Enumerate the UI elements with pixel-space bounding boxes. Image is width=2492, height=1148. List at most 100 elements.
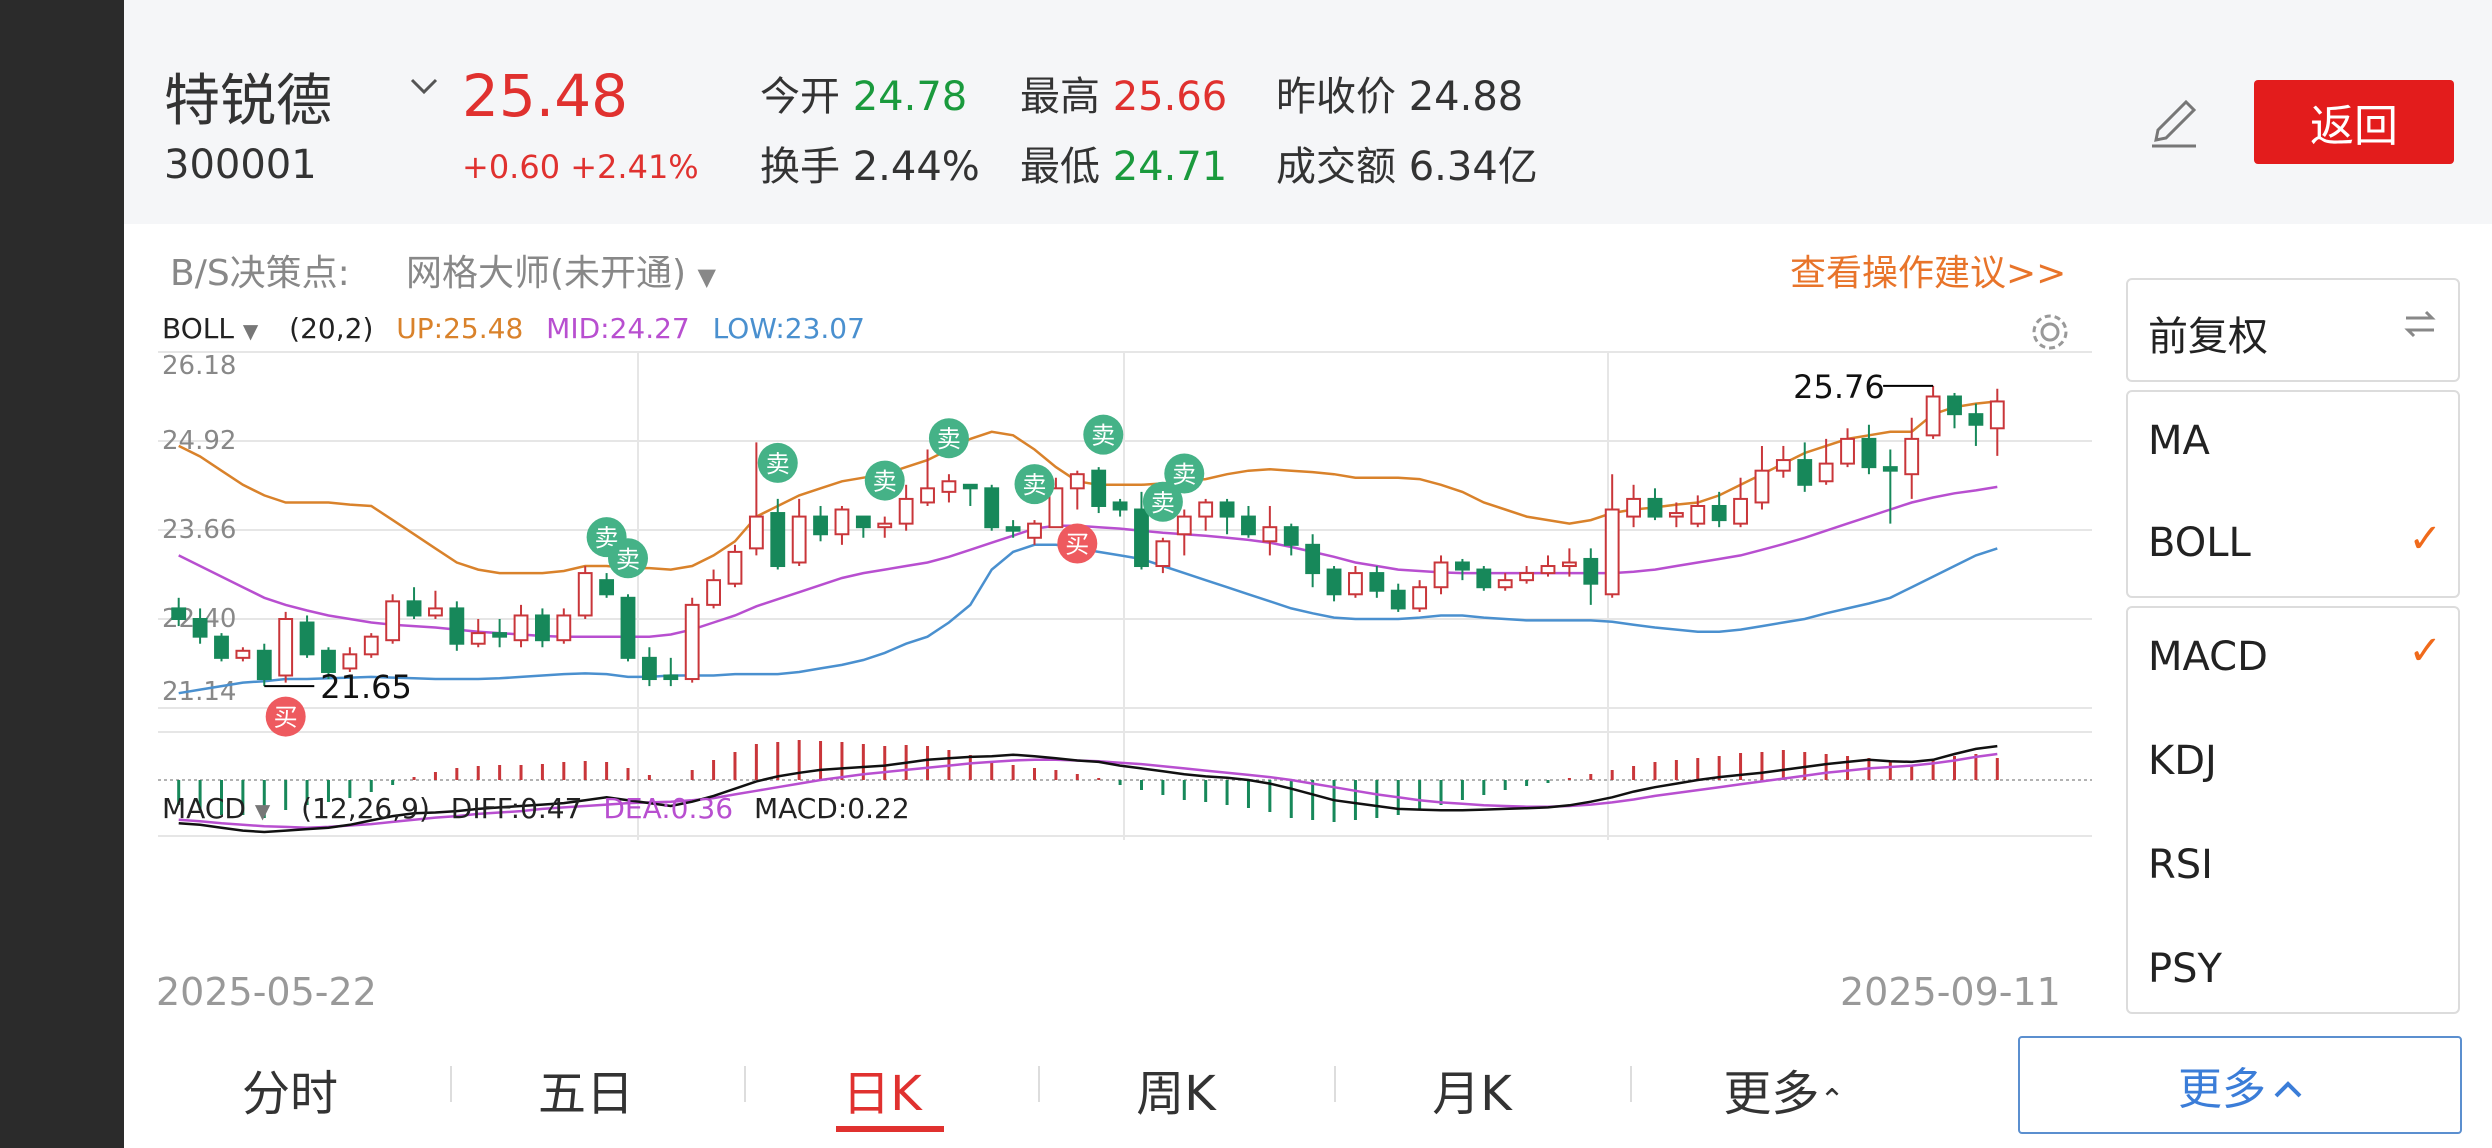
tab-monthly-k[interactable]: 月K — [1432, 1066, 1512, 1122]
indicator-psy[interactable]: PSY — [2148, 946, 2222, 992]
candle-body — [321, 649, 336, 673]
indicator-kdj[interactable]: KDJ — [2148, 738, 2217, 784]
x-start-date: 2025-05-22 — [156, 970, 377, 1014]
boll-name: BOLL — [162, 312, 234, 345]
candle-body — [1112, 501, 1128, 511]
more-button-label: 更多 — [2178, 1064, 2266, 1115]
indicator-rsi[interactable]: RSI — [2148, 842, 2213, 888]
candle-body — [428, 607, 443, 617]
candle-body — [1219, 501, 1235, 518]
adjust-selector[interactable]: 前复权 — [2126, 278, 2460, 382]
stock-name[interactable]: 特锐德 — [164, 69, 332, 134]
candle-body — [235, 649, 251, 659]
kline-chart[interactable]: 26.1824.9223.6622.4021.1425.7621.65买卖卖卖卖… — [124, 344, 2092, 1024]
macd-params: (12,26,9) — [301, 792, 430, 825]
edit-icon[interactable] — [2146, 90, 2202, 154]
candle-body — [748, 515, 764, 550]
sell-signal-marker — [1142, 481, 1183, 522]
settings-gear-icon[interactable] — [2028, 310, 2072, 358]
high-annotation-label: 25.76 — [1793, 368, 1885, 406]
candle-body — [641, 656, 657, 681]
tab-daily-k[interactable]: 日K — [842, 1066, 922, 1122]
buy-signal-label: 买 — [1065, 531, 1089, 559]
grid-master-dropdown[interactable]: 网格大师(未开通) ▼ — [406, 244, 716, 296]
boll-up-line — [178, 400, 1998, 575]
active-tab-indicator — [836, 1126, 944, 1132]
candle-body — [1861, 437, 1877, 469]
candle-body — [1455, 561, 1470, 571]
candle-body — [684, 603, 700, 681]
candle-body — [1561, 561, 1577, 568]
candle-body — [1283, 526, 1299, 546]
chevron-down-icon[interactable] — [410, 64, 438, 105]
candle-body — [1647, 497, 1663, 518]
candle-body — [727, 550, 743, 585]
more-button[interactable]: 更多 — [2018, 1036, 2462, 1134]
candle-body — [577, 572, 593, 617]
amount-label: 成交额 — [1276, 144, 1396, 190]
macd-indicator-selector[interactable]: MACD ▼ — [162, 792, 279, 825]
sell-signal-label: 卖 — [1023, 471, 1047, 499]
candle-body — [1540, 565, 1556, 575]
sell-signal-label: 卖 — [1172, 461, 1196, 489]
boll-params: (20,2) — [289, 312, 374, 345]
caret-up-icon: ⌃ — [1819, 1083, 1845, 1118]
candle-body — [1048, 487, 1064, 529]
tab-more[interactable]: 更多⌃ — [1684, 1054, 1884, 1124]
candle-body — [385, 600, 401, 642]
y-tick-label: 26.18 — [162, 351, 236, 381]
tab-five-day[interactable]: 五日 — [537, 1066, 634, 1122]
candle-body — [256, 649, 272, 681]
candle-body — [1134, 508, 1149, 568]
indicator-macd[interactable]: MACD — [2148, 634, 2268, 680]
high-label: 最高 — [1020, 74, 1100, 120]
advice-link[interactable]: 查看操作建议>> — [1790, 253, 2067, 294]
stock-code: 300001 — [164, 142, 317, 188]
grid-master-label: 网格大师(未开通) — [406, 253, 687, 294]
indicator-ma[interactable]: MA — [2148, 418, 2210, 464]
candle-body — [1818, 462, 1834, 483]
back-button[interactable]: 返回 — [2254, 80, 2454, 164]
sell-signal-marker — [1014, 464, 1055, 505]
diff-line — [178, 744, 1998, 834]
candle-body — [1155, 540, 1171, 568]
candle-body — [1626, 497, 1642, 518]
y-tick-label: 23.66 — [162, 515, 236, 545]
candle-body — [984, 487, 1000, 529]
candle-body — [342, 653, 358, 670]
sell-signal-label: 卖 — [616, 545, 640, 573]
high-quote: 最高 25.66 — [1020, 64, 1227, 122]
candle-body — [1497, 579, 1513, 589]
candle-body — [706, 579, 721, 606]
candle-body — [1176, 515, 1192, 536]
candle-body — [1668, 512, 1684, 518]
y-tick-label: 21.14 — [162, 677, 236, 707]
low-label: 最低 — [1020, 144, 1100, 190]
candle-body — [535, 614, 550, 642]
tab-divider — [1630, 1066, 1632, 1102]
candle-body — [1262, 526, 1278, 543]
swap-icon — [2400, 304, 2440, 348]
candle-body — [599, 579, 615, 596]
candle-body — [1519, 572, 1535, 582]
sell-signal-label: 卖 — [937, 425, 961, 453]
caret-down-icon: ▼ — [697, 263, 717, 291]
indicator-boll[interactable]: BOLL — [2148, 520, 2251, 566]
candle-body — [192, 618, 208, 638]
candle-body — [1091, 469, 1107, 507]
buy-signal-label: 买 — [274, 704, 298, 732]
candle-body — [1583, 557, 1599, 585]
period-tabs: 分时 五日 日K 周K 月K 更多⌃ — [124, 1024, 2004, 1148]
tab-intraday[interactable]: 分时 — [241, 1066, 338, 1122]
sell-signal-marker — [757, 442, 798, 483]
boll-indicator-selector[interactable]: BOLL ▼ — [162, 312, 267, 345]
tab-divider — [1038, 1066, 1040, 1102]
candle-body — [1968, 413, 1984, 426]
open-quote: 今开 24.78 — [760, 64, 967, 122]
sub-indicator-list: MACD ✓ KDJ RSI PSY — [2126, 606, 2460, 1014]
tab-divider — [744, 1066, 746, 1102]
sell-signal-marker — [864, 460, 905, 501]
candle-body — [406, 600, 422, 617]
tab-weekly-k[interactable]: 周K — [1136, 1066, 1216, 1122]
candle-body — [1840, 437, 1855, 465]
